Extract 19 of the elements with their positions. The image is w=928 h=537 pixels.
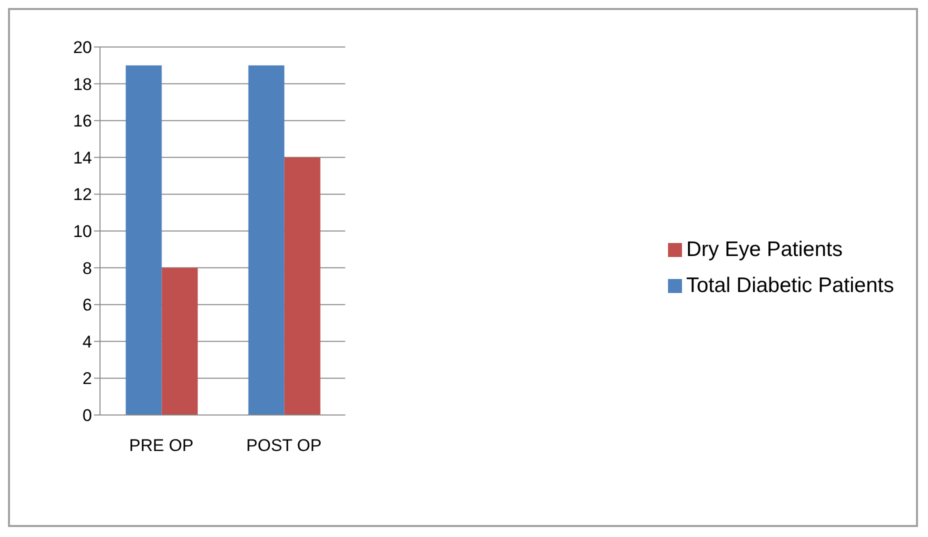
bar [248, 65, 284, 415]
y-tick-label: 16 [73, 112, 92, 131]
y-tick-label: 4 [82, 332, 92, 352]
legend-label: Dry Eye Patients [686, 238, 843, 260]
y-tick-label: 18 [73, 74, 92, 94]
y-tick-label: 2 [82, 369, 92, 388]
y-tick-label: 14 [73, 148, 92, 168]
y-tick-label: 0 [82, 406, 92, 426]
y-tick-label: 20 [73, 38, 92, 58]
y-tick-label: 12 [73, 185, 92, 204]
bar [284, 157, 320, 415]
legend-label: Total Diabetic Patients [686, 274, 894, 296]
y-tick-label: 6 [82, 296, 92, 315]
bar [162, 268, 198, 415]
bar [126, 65, 162, 415]
y-tick-label: 10 [73, 222, 92, 242]
x-tick-label: PRE OP [129, 436, 194, 456]
y-tick-label: 8 [82, 258, 92, 278]
x-tick-label: POST OP [246, 436, 322, 456]
